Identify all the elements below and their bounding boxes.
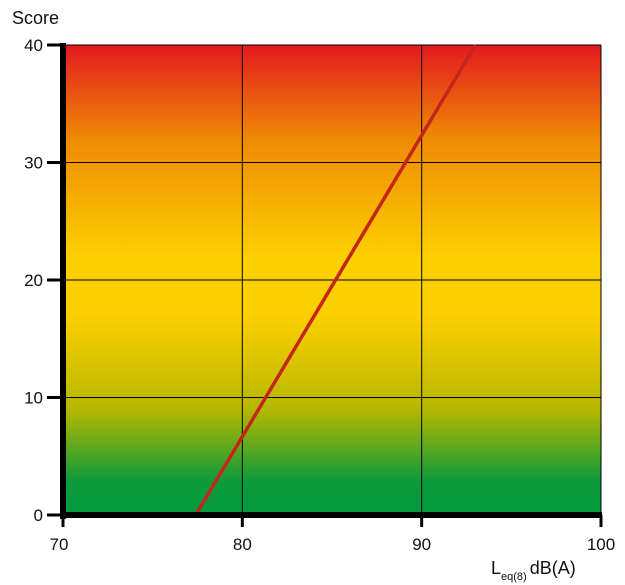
x-axis-title: Leq(8) dB(A) — [491, 558, 576, 583]
x-axis-title-subscript: eq(8) — [501, 571, 527, 583]
x-tick-label-0: 70 — [50, 535, 69, 554]
y-tick-label-1: 10 — [24, 389, 43, 408]
y-tick-label-0: 0 — [34, 506, 43, 525]
x-axis-title-main: L — [491, 558, 501, 578]
series-line-0 — [194, 44, 477, 516]
axes — [47, 43, 603, 527]
y-tick-label-4: 40 — [24, 36, 43, 55]
x-axis-title-unit: dB(A) — [530, 558, 576, 578]
y-axis-title: Score — [12, 8, 59, 28]
y-tick-label-2: 20 — [24, 271, 43, 290]
x-tick-label-1: 80 — [233, 535, 252, 554]
grid-lines — [63, 44, 602, 515]
x-tick-label-3: 100 — [587, 535, 615, 554]
x-tick-label-2: 90 — [412, 535, 431, 554]
tick-labels: 0 10 20 30 40 70 80 90 100 — [24, 36, 615, 554]
series-layer — [194, 44, 477, 516]
y-tick-label-3: 30 — [24, 154, 43, 173]
